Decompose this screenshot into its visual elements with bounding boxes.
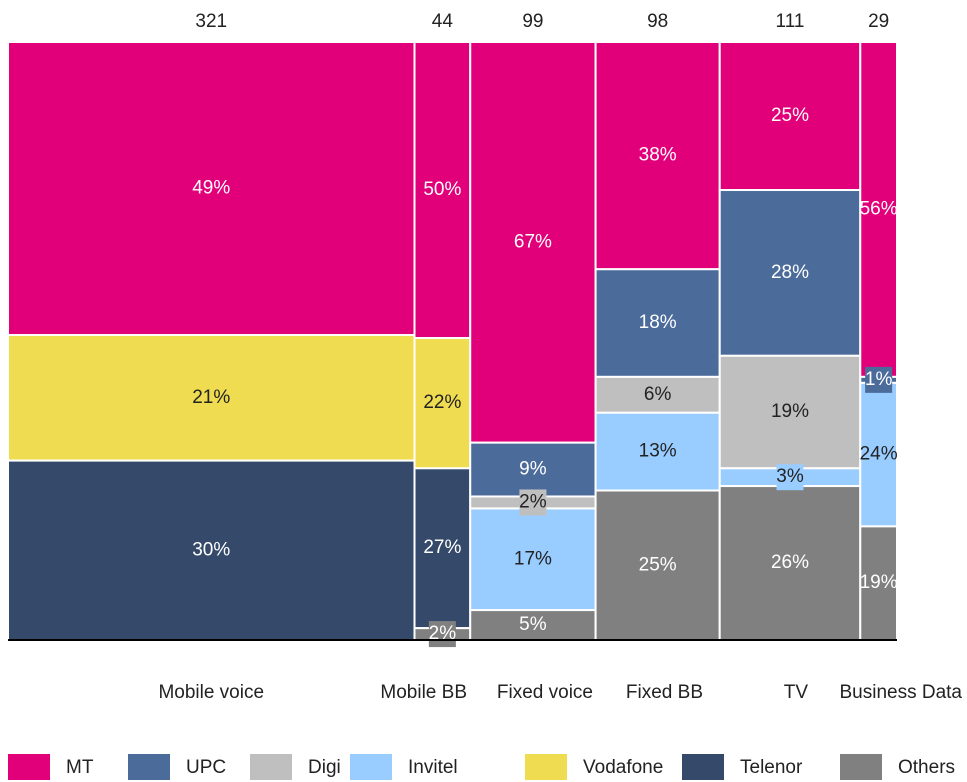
value-label: 9% <box>519 459 547 480</box>
value-label: 24% <box>860 444 898 465</box>
legend-label: Invitel <box>408 757 458 778</box>
legend-swatch <box>525 754 567 780</box>
legend-label: Telenor <box>740 757 803 778</box>
legend-swatch <box>250 754 292 780</box>
label-box <box>865 366 893 393</box>
width-label: 321 <box>195 11 227 32</box>
legend-swatch <box>682 754 724 780</box>
value-label: 30% <box>192 539 230 560</box>
segment <box>594 268 721 378</box>
segment <box>469 507 597 612</box>
legend-label: MT <box>66 757 94 778</box>
value-label: 25% <box>771 105 809 126</box>
value-label: 49% <box>192 178 230 199</box>
legend-swatch <box>350 754 392 780</box>
category-label: Mobile BB <box>380 682 467 703</box>
category-label: Fixed voice <box>497 682 593 703</box>
value-label: 2% <box>519 491 547 512</box>
legend-swatch <box>128 754 170 780</box>
segment <box>7 459 416 641</box>
value-label: 28% <box>771 262 809 283</box>
value-label: 19% <box>860 572 898 593</box>
width-label: 29 <box>868 11 889 32</box>
segment <box>413 467 472 630</box>
value-label: 1% <box>865 369 893 390</box>
segment <box>469 441 597 498</box>
segment <box>594 41 721 271</box>
category-label: TV <box>784 682 809 703</box>
label-box <box>519 489 547 516</box>
label-box <box>428 621 456 648</box>
segment <box>859 41 898 378</box>
width-label: 99 <box>522 11 543 32</box>
legend-label: Digi <box>308 757 341 778</box>
category-label: Fixed BB <box>626 682 703 703</box>
value-label: 5% <box>519 614 547 635</box>
value-label: 17% <box>514 548 552 569</box>
width-label: 44 <box>432 11 454 32</box>
value-label: 67% <box>514 231 552 252</box>
legend-label: UPC <box>186 757 226 778</box>
segment <box>7 334 416 462</box>
value-label: 26% <box>771 552 809 573</box>
value-label: 27% <box>423 537 461 558</box>
category-label: Business Data <box>839 682 962 703</box>
category-label: Mobile voice <box>158 682 264 703</box>
segment <box>7 41 416 337</box>
segment <box>718 485 862 642</box>
value-label: 21% <box>192 387 230 408</box>
label-box <box>776 464 804 491</box>
value-label: 22% <box>423 392 461 413</box>
value-label: 19% <box>771 401 809 422</box>
value-label: 38% <box>639 145 677 166</box>
value-label: 50% <box>423 179 461 200</box>
value-label: 2% <box>429 623 457 644</box>
value-label: 3% <box>776 466 804 487</box>
legend-label: Vodafone <box>583 757 663 778</box>
legend-label: Others <box>898 757 955 778</box>
value-label: 25% <box>639 554 677 575</box>
width-label: 98 <box>647 11 668 32</box>
value-label: 56% <box>860 198 898 219</box>
segment <box>718 354 862 470</box>
segment <box>469 41 597 444</box>
value-label: 18% <box>639 312 677 333</box>
legend-swatch <box>840 754 882 780</box>
value-label: 13% <box>639 441 677 462</box>
width-label: 111 <box>776 11 805 32</box>
segment <box>859 381 898 528</box>
legend-swatch <box>8 754 50 780</box>
value-label: 6% <box>644 384 672 405</box>
